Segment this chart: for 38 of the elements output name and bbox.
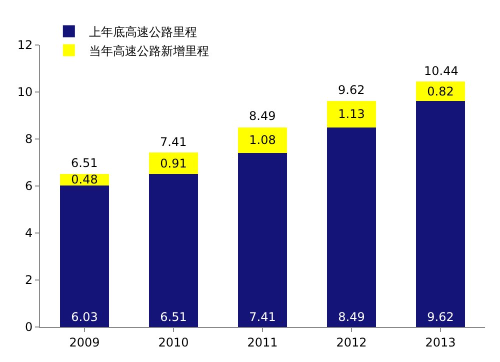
bar [416, 82, 465, 101]
bar [60, 185, 109, 327]
data-label: 0.91 [160, 156, 187, 170]
data-label: 8.49 [338, 310, 365, 324]
total-label: 7.41 [160, 135, 187, 149]
bar [149, 174, 198, 327]
y-tick-label: 2 [24, 273, 33, 288]
bar [149, 152, 198, 174]
x-tick-label: 2013 [425, 335, 456, 350]
y-tick-label: 6 [24, 179, 33, 194]
data-label: 1.08 [249, 133, 276, 148]
y-tick-label: 8 [24, 132, 33, 146]
y-tick-label: 12 [17, 38, 33, 52]
data-label: 9.62 [427, 310, 454, 324]
x-tick-label: 2009 [69, 335, 100, 350]
data-label: 6.03 [71, 310, 98, 324]
data-label: 0.82 [427, 84, 454, 98]
total-label: 6.51 [71, 156, 98, 170]
bar [416, 100, 465, 327]
y-tick-label: 10 [17, 85, 33, 100]
legend-label: 上年底高速公路里程 [88, 24, 197, 39]
data-label: 1.13 [338, 107, 365, 122]
total-label: 10.44 [424, 64, 458, 78]
bar [327, 127, 376, 327]
y-tick-label: 0 [24, 320, 33, 334]
data-label: 6.51 [160, 310, 187, 324]
legend-label: 当年高速公路新增里程 [88, 44, 209, 58]
data-label: 0.48 [71, 172, 98, 187]
y-tick-label: 4 [24, 226, 33, 240]
x-tick-label: 2011 [247, 335, 278, 350]
data-label: 7.41 [249, 310, 276, 324]
x-tick-label: 2010 [158, 335, 189, 350]
bar [238, 127, 287, 153]
total-label: 9.62 [338, 83, 365, 97]
total-label: 8.49 [249, 109, 276, 123]
bar [238, 152, 287, 327]
bar [327, 100, 376, 128]
x-tick-label: 2012 [336, 335, 367, 350]
